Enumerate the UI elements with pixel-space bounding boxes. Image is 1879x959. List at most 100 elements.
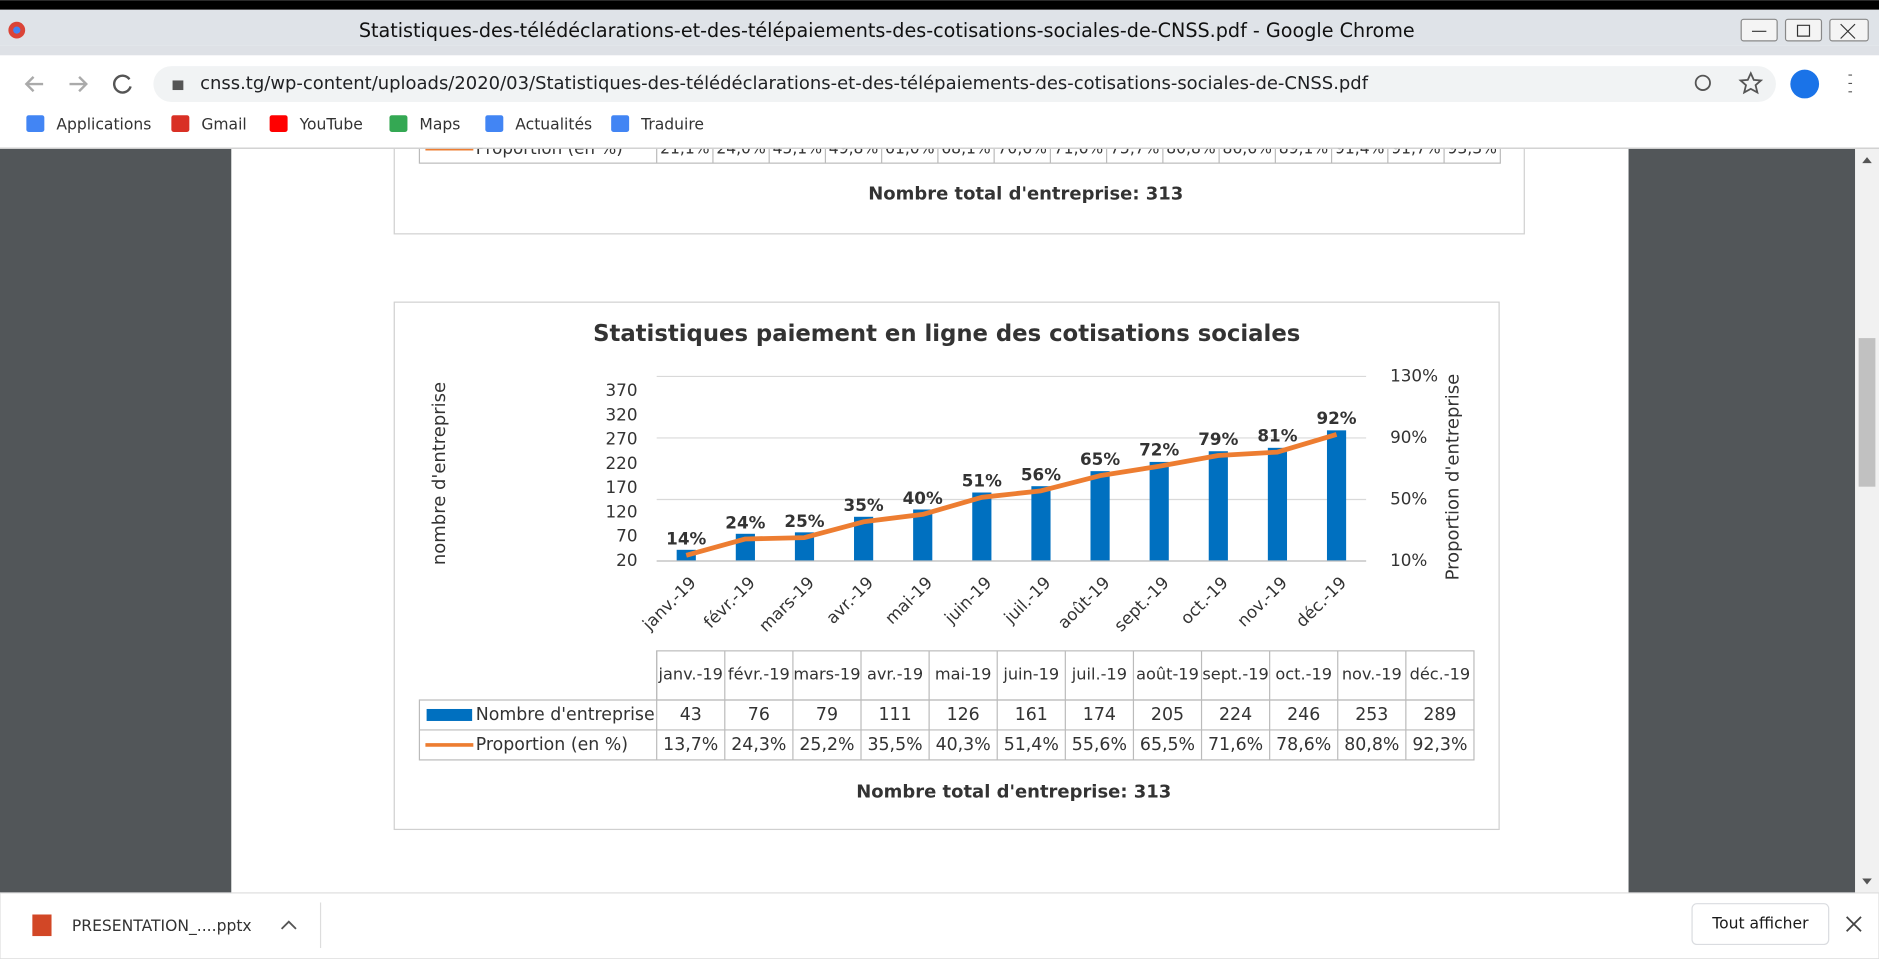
table-cell: 65,5% — [1140, 735, 1195, 755]
data-label: 24% — [725, 512, 765, 532]
y-tick-label: 120 — [606, 501, 638, 521]
bookmark-icon — [171, 115, 190, 132]
data-label: 72% — [1139, 440, 1179, 460]
scrollbar-thumb[interactable] — [1858, 338, 1876, 487]
chart-frame — [393, 301, 1500, 831]
table-cell: 92,3% — [1412, 735, 1467, 755]
show-all-button[interactable] — [1691, 903, 1830, 946]
address-bar[interactable] — [153, 66, 1776, 103]
bar — [1090, 471, 1110, 561]
table-cell: 25,2% — [799, 735, 854, 755]
table-header: déc.-19 — [1410, 664, 1471, 683]
footnote: Nombre total d'entreprise: 313 — [856, 781, 1171, 802]
bookmarks-bar: Applications Gmail YouTube Maps Actualités Tr… — [26, 115, 704, 133]
table-cell: 40,3% — [936, 735, 991, 755]
bar — [854, 516, 874, 561]
table-cell: 24,3% — [731, 735, 786, 755]
table-cell: 71,6% — [1208, 735, 1263, 755]
bookmark[interactable]: Applications — [56, 115, 151, 133]
bookmark[interactable]: YouTube — [299, 115, 363, 133]
table-cell: 111 — [878, 705, 911, 725]
table-cell: 55,6% — [1072, 735, 1127, 755]
table-header: oct.-19 — [1275, 664, 1332, 683]
table-cell: 78,6% — [1276, 735, 1331, 755]
y-tick-label: 170 — [606, 477, 638, 497]
url[interactable]: cnss.tg/wp-content/uploads/2020/03/Stati… — [200, 73, 1369, 94]
bookmark-icon — [611, 115, 630, 132]
table-header: févr.-19 — [728, 664, 790, 683]
chrome-icon-center — [13, 26, 21, 34]
table-cell: 253 — [1355, 705, 1388, 725]
tab-strip — [0, 45, 1879, 56]
table-header: août-19 — [1136, 664, 1199, 683]
bookmark[interactable]: Maps — [419, 115, 460, 133]
legend-label: Nombre d'entreprise — [476, 705, 655, 725]
table-cell: 126 — [947, 705, 980, 725]
table-header: juil.-19 — [1071, 664, 1127, 683]
data-label: 65% — [1080, 449, 1120, 469]
table-cell: 174 — [1083, 705, 1116, 725]
y2-tick-label: 10% — [1390, 550, 1427, 570]
table-header: avr.-19 — [867, 664, 923, 683]
y-tick-label: 220 — [606, 453, 638, 473]
bar — [1267, 447, 1288, 561]
table-cell: 35,5% — [867, 735, 922, 755]
data-label: 81% — [1257, 426, 1297, 446]
lock-icon — [172, 80, 184, 91]
legend-label: Proportion (en %) — [476, 735, 628, 755]
download-menu[interactable] — [280, 920, 297, 930]
bar — [1149, 461, 1169, 561]
bookmark-icon — [485, 115, 504, 132]
table-header: nov.-19 — [1342, 664, 1402, 683]
y2-tick-label: 90% — [1390, 427, 1427, 447]
scrollbar[interactable] — [1855, 148, 1879, 893]
bar — [1326, 430, 1347, 561]
line — [685, 432, 1338, 558]
bar — [913, 509, 933, 561]
footnote: Nombre total d'entreprise: 313 — [868, 183, 1183, 204]
table-header: mars-19 — [793, 664, 860, 683]
bookmark-star[interactable] — [1738, 71, 1764, 95]
table-cell: 224 — [1219, 705, 1252, 725]
y-tick-label: 270 — [606, 429, 638, 449]
table-cell: 161 — [1015, 705, 1048, 725]
table-header: juin-19 — [1002, 664, 1059, 683]
data-label: 14% — [666, 529, 706, 549]
show-all-label[interactable]: Tout afficher — [1711, 915, 1809, 933]
y-axis-label: nombre d'entreprise — [429, 382, 450, 565]
back-button[interactable] — [24, 76, 44, 93]
window-title: Statistiques-des-télédéclarations-et-des… — [359, 19, 1415, 42]
toolbar-divider — [0, 147, 1879, 149]
table-cell: 246 — [1287, 705, 1320, 725]
reload-button[interactable] — [112, 74, 132, 94]
forward-button[interactable] — [69, 76, 88, 93]
close-download-bar[interactable] — [1846, 916, 1862, 932]
zoom-icon[interactable] — [1694, 74, 1711, 91]
table-header: sept.-19 — [1202, 664, 1268, 683]
scroll-up[interactable] — [1862, 157, 1872, 164]
bar — [972, 492, 992, 561]
y-tick-label: 370 — [606, 380, 638, 400]
data-label: 92% — [1316, 408, 1356, 428]
title-bar — [0, 9, 1879, 46]
window-border — [0, 0, 1879, 10]
scroll-down[interactable] — [1862, 878, 1872, 885]
chart-title: Statistiques paiement en ligne des cotis… — [593, 321, 1300, 347]
bookmark[interactable]: Traduire — [640, 115, 704, 133]
table-cell: 205 — [1151, 705, 1184, 725]
pptx-icon — [32, 914, 52, 937]
bookmark[interactable]: Actualités — [515, 115, 592, 133]
table-cell: 51,4% — [1004, 735, 1059, 755]
restore-button[interactable] — [1784, 18, 1823, 42]
download-file[interactable]: PRESENTATION_....pptx — [72, 917, 252, 936]
profile-avatar[interactable] — [1790, 69, 1820, 99]
bookmark[interactable]: Gmail — [201, 115, 246, 133]
table-cell: 43 — [680, 705, 702, 725]
data-label: 25% — [784, 511, 824, 531]
minimize-button[interactable] — [1740, 18, 1778, 42]
download-divider — [319, 902, 322, 949]
y2-tick-label: 130% — [1390, 365, 1438, 385]
y2-axis-label: Proportion d'entreprise — [1443, 374, 1464, 581]
data-label: 35% — [844, 495, 884, 515]
